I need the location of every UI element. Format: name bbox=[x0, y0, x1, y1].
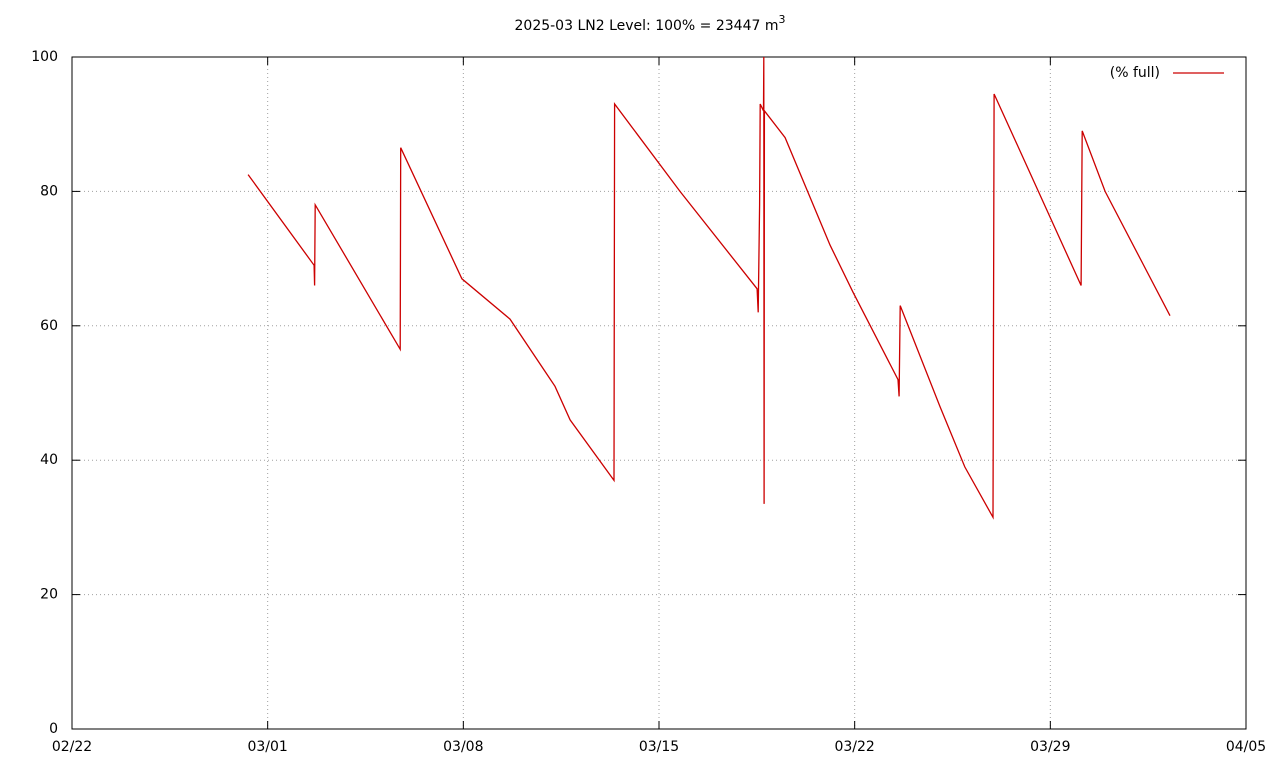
y-tick-label: 60 bbox=[40, 318, 58, 334]
y-tick-label: 80 bbox=[40, 183, 58, 199]
x-tick-label: 03/22 bbox=[834, 739, 874, 755]
y-tick-label: 0 bbox=[49, 721, 58, 737]
legend-label: (% full) bbox=[1110, 65, 1160, 81]
x-tick-label: 03/01 bbox=[247, 739, 287, 755]
x-tick-label: 03/15 bbox=[639, 739, 679, 755]
chart-title: 2025-03 LN2 Level: 100% = 23447 m3 bbox=[515, 13, 786, 34]
y-tick-label: 100 bbox=[31, 49, 58, 65]
plot-frame bbox=[71, 56, 1247, 730]
title-text: 2025-03 LN2 Level: 100% = 23447 m bbox=[515, 18, 779, 34]
y-tick-label: 40 bbox=[40, 452, 58, 468]
x-tick-label: 03/29 bbox=[1030, 739, 1070, 755]
x-tick-label: 02/22 bbox=[52, 739, 92, 755]
data-line bbox=[247, 56, 1171, 520]
title-superscript: 3 bbox=[778, 13, 785, 26]
x-tick-label: 04/05 bbox=[1226, 739, 1266, 755]
y-tick-label: 20 bbox=[40, 587, 58, 603]
x-tick-label: 03/08 bbox=[443, 739, 483, 755]
